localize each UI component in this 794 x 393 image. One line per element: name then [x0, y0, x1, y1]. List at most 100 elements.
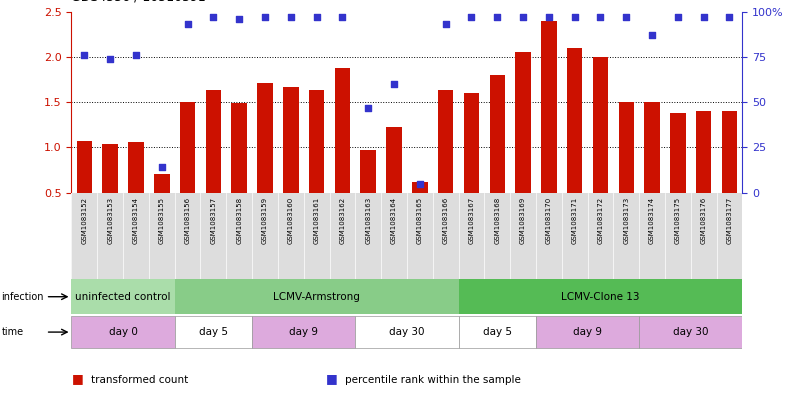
Text: LCMV-Clone 13: LCMV-Clone 13	[561, 292, 640, 302]
Point	[156, 164, 168, 171]
Point	[594, 14, 607, 20]
Point	[697, 14, 710, 20]
Text: GSM1083157: GSM1083157	[210, 197, 217, 244]
Text: GSM1083162: GSM1083162	[339, 197, 345, 244]
Bar	[412, 182, 427, 193]
Bar	[128, 142, 144, 193]
Bar	[459, 279, 742, 314]
Text: GSM1083172: GSM1083172	[597, 197, 603, 244]
Text: GSM1083152: GSM1083152	[81, 197, 87, 244]
Point	[646, 32, 658, 39]
Point	[491, 14, 503, 20]
Text: day 5: day 5	[198, 327, 228, 337]
Text: GSM1083170: GSM1083170	[545, 197, 552, 244]
Text: GSM1083171: GSM1083171	[572, 197, 578, 244]
Text: GSM1083158: GSM1083158	[236, 197, 242, 244]
Text: percentile rank within the sample: percentile rank within the sample	[345, 375, 522, 385]
Text: day 30: day 30	[389, 327, 425, 337]
Point	[439, 21, 452, 28]
Bar	[252, 316, 355, 348]
Point	[414, 180, 426, 187]
Text: GSM1083155: GSM1083155	[159, 197, 165, 244]
Bar	[722, 111, 737, 193]
Text: GSM1083174: GSM1083174	[649, 197, 655, 244]
Bar	[619, 102, 634, 193]
Text: uninfected control: uninfected control	[75, 292, 171, 302]
Point	[181, 21, 194, 28]
Point	[387, 81, 400, 87]
Point	[569, 14, 581, 20]
Text: GSM1083177: GSM1083177	[727, 197, 733, 244]
Text: GSM1083173: GSM1083173	[623, 197, 630, 244]
Text: GSM1083159: GSM1083159	[262, 197, 268, 244]
Point	[207, 14, 220, 20]
Bar	[206, 90, 221, 193]
Text: GSM1083176: GSM1083176	[700, 197, 707, 244]
Point	[620, 14, 633, 20]
Bar	[179, 102, 195, 193]
Bar	[386, 127, 402, 193]
Bar	[644, 102, 660, 193]
Point	[259, 14, 272, 20]
Point	[233, 16, 245, 22]
Bar	[515, 52, 530, 193]
Text: ■: ■	[326, 372, 337, 385]
Text: GSM1083166: GSM1083166	[442, 197, 449, 244]
Bar	[71, 279, 175, 314]
Text: LCMV-Armstrong: LCMV-Armstrong	[273, 292, 360, 302]
Bar	[175, 279, 459, 314]
Text: day 30: day 30	[673, 327, 708, 337]
Point	[336, 14, 349, 20]
Point	[129, 52, 142, 58]
Bar	[567, 48, 582, 193]
Bar	[76, 141, 92, 193]
Point	[542, 14, 555, 20]
Text: time: time	[2, 327, 24, 337]
Bar	[154, 174, 169, 193]
Text: day 0: day 0	[109, 327, 137, 337]
Text: GSM1083165: GSM1083165	[417, 197, 423, 244]
Bar	[175, 316, 252, 348]
Bar	[102, 144, 118, 193]
Bar	[459, 316, 536, 348]
Text: transformed count: transformed count	[91, 375, 188, 385]
Text: GSM1083156: GSM1083156	[184, 197, 191, 244]
Bar	[489, 75, 505, 193]
Text: GSM1083167: GSM1083167	[468, 197, 475, 244]
Bar	[438, 90, 453, 193]
Text: GSM1083169: GSM1083169	[520, 197, 526, 244]
Bar	[257, 83, 273, 193]
Bar	[283, 87, 299, 193]
Text: GSM1083163: GSM1083163	[365, 197, 372, 244]
Bar	[536, 316, 639, 348]
Bar	[231, 103, 247, 193]
Point	[78, 52, 91, 58]
Point	[104, 56, 117, 62]
Point	[672, 14, 684, 20]
Bar	[360, 150, 376, 193]
Bar	[71, 316, 175, 348]
Text: GSM1083168: GSM1083168	[494, 197, 500, 244]
Point	[284, 14, 297, 20]
Text: GSM1083153: GSM1083153	[107, 197, 114, 244]
Text: GSM1083164: GSM1083164	[391, 197, 397, 244]
Text: day 5: day 5	[483, 327, 512, 337]
Bar	[592, 57, 608, 193]
Text: GSM1083161: GSM1083161	[314, 197, 320, 244]
Point	[310, 14, 323, 20]
Text: GSM1083160: GSM1083160	[287, 197, 294, 244]
Bar	[541, 21, 557, 193]
Bar	[639, 316, 742, 348]
Text: GSM1083175: GSM1083175	[675, 197, 681, 244]
Point	[723, 14, 736, 20]
Point	[362, 105, 375, 111]
Text: infection: infection	[2, 292, 44, 302]
Text: GDS4556 / 10510391: GDS4556 / 10510391	[71, 0, 206, 4]
Text: day 9: day 9	[289, 327, 318, 337]
Point	[465, 14, 478, 20]
Text: GSM1083154: GSM1083154	[133, 197, 139, 244]
Point	[517, 14, 530, 20]
Bar	[309, 90, 324, 193]
Text: day 9: day 9	[573, 327, 602, 337]
Bar	[356, 316, 458, 348]
